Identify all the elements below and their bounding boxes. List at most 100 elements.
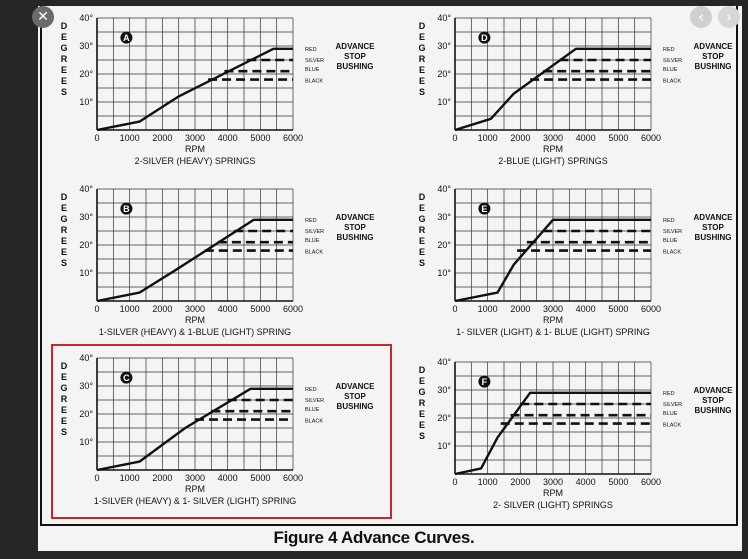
y-axis-letter-c: S [61, 427, 67, 437]
stop-label-black-e: BLACK [663, 250, 681, 256]
y-axis-letter-d: E [419, 76, 425, 86]
x-tick-label-e: 3000 [543, 304, 563, 314]
y-tick-label-b: 40° [79, 184, 93, 194]
x-tick-label-b: 6000 [283, 304, 303, 314]
panel-badge-label-c: C [123, 373, 130, 383]
chevron-left-icon[interactable]: ‹ [690, 6, 712, 28]
panel-badge-c [120, 371, 133, 384]
stop-label-red-b: RED [305, 218, 317, 224]
y-tick-label-f: 20° [437, 413, 451, 423]
y-axis-letter-a: G [60, 43, 67, 53]
y-axis-letter-b: G [60, 214, 67, 224]
y-axis-letter-e: G [418, 214, 425, 224]
x-tick-label-a: 0 [94, 133, 99, 143]
stop-label-silver-c: SILVER [305, 398, 324, 404]
annotation-d: BUSHING [695, 62, 732, 71]
panel-badge-label-b: B [123, 204, 130, 214]
x-tick-label-b: 3000 [185, 304, 205, 314]
y-axis-letter-a: R [61, 54, 68, 64]
y-tick-label-d: 40° [437, 13, 451, 23]
y-tick-label-c: 30° [79, 381, 93, 391]
x-tick-label-b: 4000 [218, 304, 238, 314]
panel-badge-label-e: E [481, 204, 487, 214]
stop-label-blue-e: BLUE [663, 238, 678, 244]
y-axis-letter-e: D [419, 192, 426, 202]
y-axis-letter-f: E [419, 420, 425, 430]
annotation-f: BUSHING [695, 406, 732, 415]
chevron-right-icon[interactable]: › [718, 6, 740, 28]
x-tick-label-d: 2000 [510, 133, 530, 143]
advance-curve-f [454, 391, 651, 476]
y-tick-label-b: 20° [79, 240, 93, 250]
x-tick-label-b: 1000 [120, 304, 140, 314]
y-tick-label-b: 30° [79, 212, 93, 222]
y-axis-letter-d: G [418, 43, 425, 53]
advance-curve-a [96, 47, 293, 132]
y-axis-letter-e: E [419, 247, 425, 257]
y-tick-label-a: 40° [79, 13, 93, 23]
y-axis-letter-c: E [61, 416, 67, 426]
y-axis-letter-f: R [419, 398, 426, 408]
stop-label-red-e: RED [663, 218, 675, 224]
y-tick-label-c: 10° [79, 437, 93, 447]
stop-label-silver-f: SILVER [663, 402, 682, 408]
stop-label-red-c: RED [305, 387, 317, 393]
y-tick-label-a: 10° [79, 97, 93, 107]
annotation-a: STOP [344, 52, 366, 61]
y-axis-letter-a: E [61, 32, 67, 42]
y-axis-letter-f: E [419, 376, 425, 386]
y-tick-label-d: 30° [437, 41, 451, 51]
x-tick-label-f: 6000 [641, 477, 661, 487]
chart-title-e: 1- SILVER (LIGHT) & 1- BLUE (LIGHT) SPRI… [456, 327, 650, 337]
y-axis-letter-f: G [418, 387, 425, 397]
x-tick-label-b: 5000 [250, 304, 270, 314]
x-tick-label-c: 1000 [120, 473, 140, 483]
x-tick-label-a: 2000 [152, 133, 172, 143]
x-tick-label-c: 3000 [185, 473, 205, 483]
annotation-c: ADVANCE [336, 382, 376, 391]
y-axis-letter-e: E [419, 236, 425, 246]
x-tick-label-c: 5000 [250, 473, 270, 483]
x-axis-title-a: RPM [185, 144, 205, 154]
y-tick-label-c: 40° [79, 353, 93, 363]
stop-label-black-f: BLACK [663, 423, 681, 429]
y-tick-label-e: 30° [437, 212, 451, 222]
y-tick-label-e: 40° [437, 184, 451, 194]
stop-label-blue-d: BLUE [663, 67, 678, 73]
chart-title-f: 2- SILVER (LIGHT) SPRINGS [493, 500, 613, 510]
stop-label-black-b: BLACK [305, 250, 323, 256]
y-axis-letter-c: G [60, 383, 67, 393]
close-icon[interactable]: ✕ [32, 6, 54, 28]
y-axis-letter-b: R [61, 225, 68, 235]
prev-glyph: ‹ [698, 8, 704, 26]
y-axis-letter-b: D [61, 192, 68, 202]
x-tick-label-f: 2000 [510, 477, 530, 487]
y-axis-letter-d: E [419, 32, 425, 42]
annotation-d: ADVANCE [694, 42, 734, 51]
x-tick-label-d: 6000 [641, 133, 661, 143]
y-axis-letter-f: D [419, 365, 426, 375]
y-axis-letter-d: R [419, 54, 426, 64]
advance-curve-d [454, 47, 651, 132]
advance-curve-b [96, 218, 293, 303]
stop-label-blue-f: BLUE [663, 411, 678, 417]
y-axis-letter-c: R [61, 394, 68, 404]
x-tick-label-f: 0 [452, 477, 457, 487]
x-tick-label-e: 1000 [478, 304, 498, 314]
y-tick-label-d: 10° [437, 97, 451, 107]
x-tick-label-d: 0 [452, 133, 457, 143]
panel-badge-d [478, 31, 491, 44]
stop-label-blue-c: BLUE [305, 407, 320, 413]
x-tick-label-f: 1000 [478, 477, 498, 487]
y-tick-label-c: 20° [79, 409, 93, 419]
stop-label-blue-a: BLUE [305, 67, 320, 73]
y-tick-label-a: 30° [79, 41, 93, 51]
stop-label-silver-b: SILVER [305, 229, 324, 235]
stop-label-red-f: RED [663, 391, 675, 397]
x-tick-label-e: 2000 [510, 304, 530, 314]
advance-curve-c [96, 387, 293, 472]
annotation-d: STOP [702, 52, 724, 61]
y-axis-letter-c: E [61, 405, 67, 415]
y-tick-label-e: 20° [437, 240, 451, 250]
